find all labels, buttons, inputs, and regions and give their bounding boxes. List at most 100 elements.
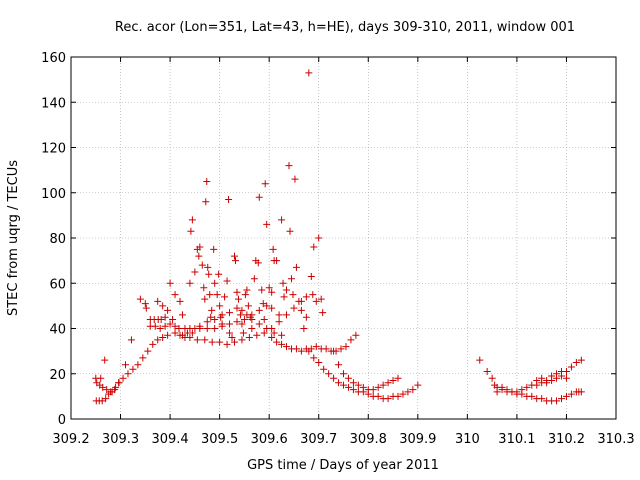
chart-title: Rec. acor (Lon=351, Lat=43, h=HE), days … [115, 20, 575, 35]
data-point [233, 304, 241, 312]
data-point [567, 390, 575, 398]
data-point [238, 320, 246, 328]
data-point [176, 297, 184, 305]
data-point [476, 356, 484, 364]
data-point [278, 340, 286, 348]
x-tick-label: 310 [455, 432, 480, 447]
data-point [528, 392, 536, 400]
x-tick-label: 309.6 [251, 432, 288, 447]
data-point [261, 180, 269, 188]
data-point [260, 329, 268, 337]
data-point [213, 291, 221, 299]
data-point [518, 386, 526, 394]
x-tick-label: 309.8 [350, 432, 387, 447]
data-point [215, 270, 223, 278]
data-point [250, 275, 258, 283]
data-point [389, 377, 397, 385]
data-point [575, 388, 583, 396]
data-point [292, 345, 300, 353]
data-point [572, 358, 580, 366]
data-point [315, 358, 323, 366]
data-point [154, 336, 162, 344]
data-point [538, 374, 546, 382]
data-point [553, 397, 561, 405]
data-point [244, 302, 252, 310]
data-point [567, 363, 575, 371]
data-point [325, 370, 333, 378]
data-point [211, 315, 219, 323]
data-point [253, 331, 261, 339]
data-point [347, 336, 355, 344]
data-point [263, 220, 271, 228]
data-point [302, 293, 310, 301]
data-point [285, 162, 293, 170]
data-point [307, 272, 315, 280]
data-point [287, 275, 295, 283]
data-point [248, 315, 256, 323]
data-point [394, 374, 402, 382]
data-point [269, 245, 277, 253]
data-point [359, 383, 367, 391]
y-tick-label: 120 [41, 142, 66, 157]
data-point [278, 216, 286, 224]
data-point [577, 356, 585, 364]
data-point [136, 295, 144, 303]
data-point [200, 284, 208, 292]
data-point [193, 336, 201, 344]
data-point [226, 329, 234, 337]
data-point [156, 325, 164, 332]
data-point [498, 386, 506, 394]
data-point [144, 347, 152, 355]
data-point [151, 322, 159, 330]
data-point [513, 388, 521, 396]
x-tick-label: 309.2 [52, 432, 89, 447]
data-point [548, 372, 556, 380]
data-point [322, 345, 330, 353]
data-point [176, 331, 184, 339]
data-point [349, 379, 357, 387]
y-tick-label: 20 [49, 368, 66, 383]
data-point [305, 347, 313, 355]
data-point [119, 374, 127, 382]
data-point [283, 286, 291, 294]
data-point [300, 325, 308, 332]
data-point [196, 243, 204, 251]
data-point [310, 354, 318, 362]
data-point [295, 297, 303, 305]
data-point [533, 377, 541, 385]
data-point [236, 311, 244, 319]
y-tick-label: 40 [49, 323, 66, 338]
data-point [239, 329, 247, 337]
data-point [275, 311, 283, 319]
data-point [231, 257, 239, 265]
data-point [270, 329, 278, 337]
data-point [233, 318, 241, 326]
data-point [186, 279, 194, 287]
data-point [115, 379, 123, 387]
data-point [369, 386, 377, 394]
x-tick-label: 310.2 [548, 432, 585, 447]
data-point [283, 343, 291, 351]
data-point [352, 331, 360, 339]
data-point [206, 291, 214, 299]
data-point [210, 245, 218, 253]
data-point [196, 322, 204, 330]
data-point [211, 279, 219, 287]
data-point [483, 367, 491, 375]
data-point [97, 374, 105, 382]
data-point [374, 392, 382, 400]
data-point [233, 288, 241, 296]
x-tick-label: 309.7 [300, 432, 337, 447]
x-axis-label: GPS time / Days of year 2011 [247, 458, 439, 473]
data-point [238, 306, 246, 314]
data-point [553, 370, 561, 378]
x-tick-label: 309.5 [201, 432, 238, 447]
data-point [208, 338, 216, 346]
y-tick-label: 60 [49, 277, 66, 292]
grid [71, 57, 616, 419]
data-point [203, 318, 211, 326]
data-point [171, 322, 179, 330]
data-point [103, 386, 111, 394]
